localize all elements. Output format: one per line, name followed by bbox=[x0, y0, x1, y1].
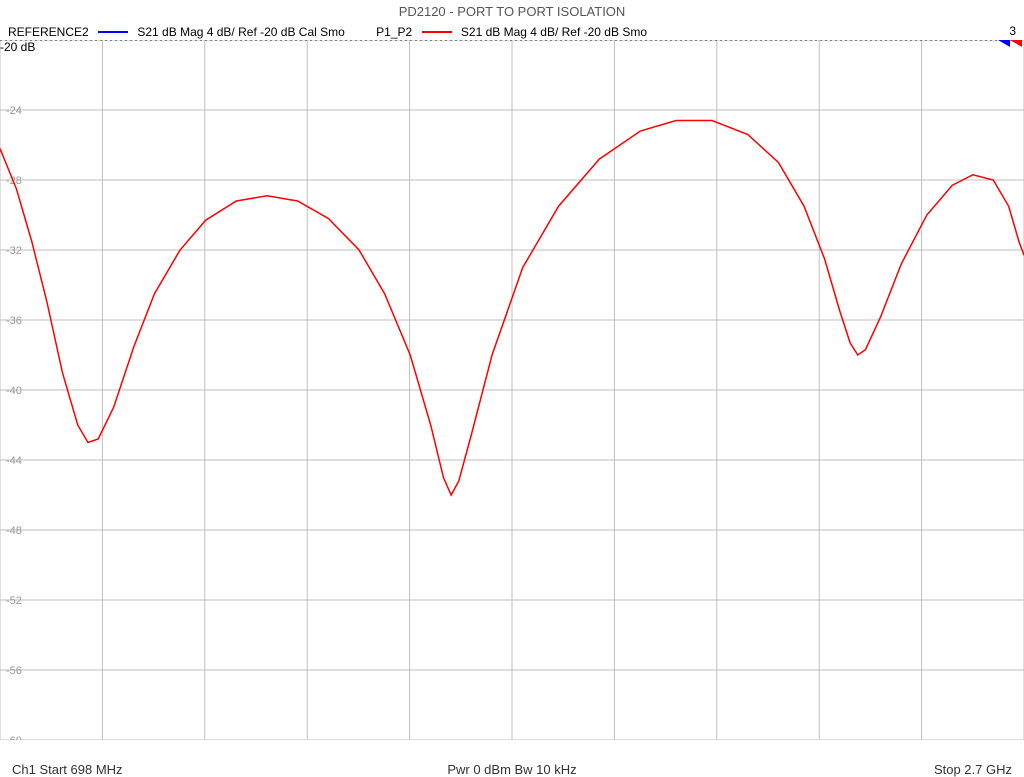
legend-bar: REFERENCE2 S21 dB Mag 4 dB/ Ref -20 dB C… bbox=[0, 24, 1024, 40]
legend-ref-text: S21 dB Mag 4 dB/ Ref -20 dB Cal Smo bbox=[137, 25, 344, 39]
svg-text:-44: -44 bbox=[6, 455, 22, 467]
svg-text:-52: -52 bbox=[6, 595, 22, 607]
legend-ref-name: REFERENCE2 bbox=[8, 25, 89, 39]
svg-text:-40: -40 bbox=[6, 385, 22, 397]
legend-ref-swatch bbox=[98, 31, 128, 33]
svg-text:-56: -56 bbox=[6, 665, 22, 677]
footer-stop: Stop 2.7 GHz bbox=[934, 762, 1012, 777]
svg-text:-36: -36 bbox=[6, 315, 22, 327]
svg-text:-60: -60 bbox=[6, 735, 22, 740]
svg-text:-48: -48 bbox=[6, 525, 22, 537]
marker-number: 3 bbox=[1009, 24, 1016, 38]
legend-trace-text: S21 dB Mag 4 dB/ Ref -20 dB Smo bbox=[461, 25, 647, 39]
legend-trace-swatch bbox=[422, 31, 452, 33]
svg-text:-24: -24 bbox=[6, 105, 22, 117]
legend-trace-name: P1_P2 bbox=[376, 25, 412, 39]
chart-plot: -24-28-32-36-40-44-48-52-56-60 bbox=[0, 40, 1024, 740]
svg-text:-32: -32 bbox=[6, 245, 22, 257]
chart-title: PD2120 - PORT TO PORT ISOLATION bbox=[0, 4, 1024, 19]
footer-center: Pwr 0 dBm Bw 10 kHz bbox=[0, 762, 1024, 777]
